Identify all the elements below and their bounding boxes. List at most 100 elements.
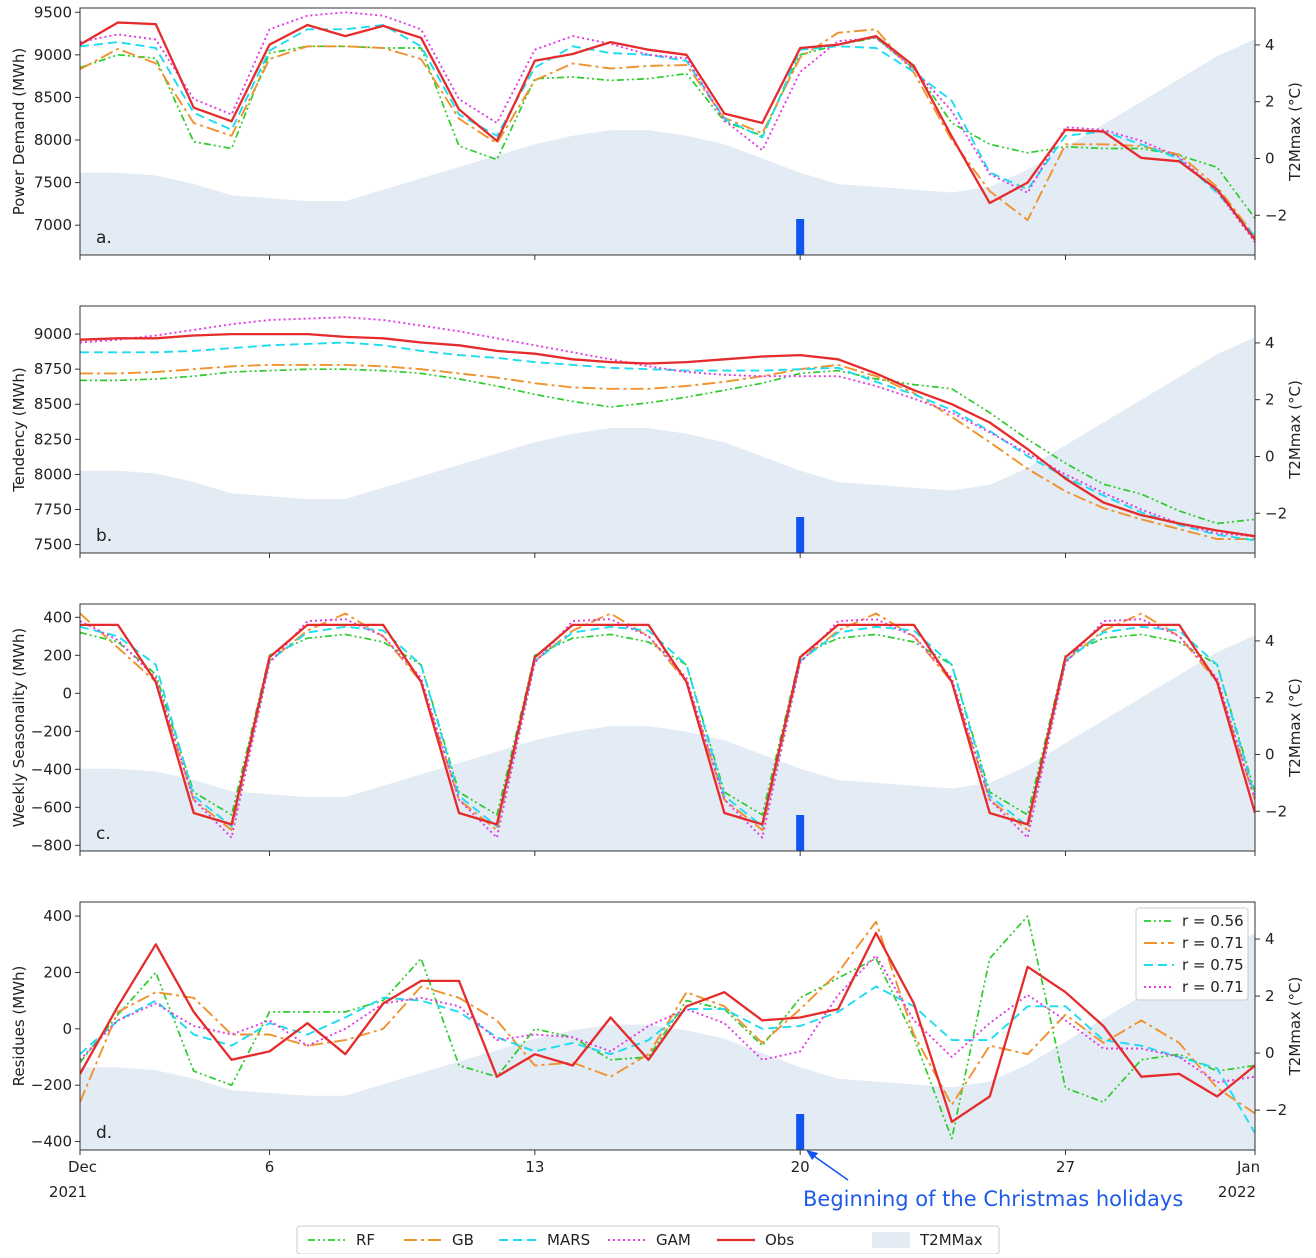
holiday-marker	[796, 1114, 805, 1150]
y-tick-label: −400	[31, 1133, 72, 1151]
holiday-marker	[796, 517, 805, 553]
series-rf-line	[80, 368, 1255, 525]
y-tick-label: −800	[31, 836, 72, 854]
x-tick-label: Jan	[1236, 1158, 1260, 1176]
series-legend: RF GB MARS GAM Obs T2MMax	[296, 1225, 1000, 1255]
y-tick-label: 9500	[34, 3, 72, 21]
holiday-marker	[796, 815, 805, 851]
y2-tick-label: −2	[1265, 206, 1287, 224]
panel-4: −400 −200 0 200 400 −2 0 2 4 d. Residues (MWh) T2Mm…	[10, 901, 1304, 1155]
y-tick-label: 8000	[34, 131, 72, 149]
series-gb-line	[80, 363, 1255, 540]
series-legend-label: MARS	[547, 1231, 590, 1249]
series-mars-line	[80, 985, 1255, 1134]
panel-letter: d.	[96, 1123, 112, 1143]
series-legend-swatch	[872, 1232, 910, 1248]
y-tick-label: 9000	[34, 46, 72, 64]
panel-2: 7500 7750 8000 8250 8500 8750 9000 −2 0 2 4 b. Tende…	[10, 305, 1304, 558]
series-rf-line	[80, 915, 1255, 1140]
t2mmax-area	[80, 337, 1255, 553]
x-tick-label: 2022	[1218, 1183, 1256, 1201]
panel-1: 7000 7500 8000 8500 9000 9500 −2 0 2 4 a. Power Dem…	[10, 3, 1304, 260]
series-obs-line	[80, 332, 1255, 538]
panel-letter: b.	[96, 526, 112, 546]
correlation-legend-label: r = 0.71	[1182, 978, 1244, 996]
y2-tick-label: 0	[1265, 1044, 1275, 1062]
correlation-legend-label: r = 0.75	[1182, 956, 1244, 974]
x-tick-label: 27	[1056, 1158, 1075, 1176]
y2-tick-label: −2	[1265, 1101, 1287, 1119]
series-gam-line	[80, 316, 1255, 538]
series-obs-line	[80, 21, 1255, 241]
x-tick-label: Dec	[68, 1158, 97, 1176]
y-tick-label: −200	[31, 722, 72, 740]
series-obs-line	[80, 931, 1255, 1123]
y2-tick-label: 0	[1265, 745, 1275, 763]
y-tick-label: 200	[43, 963, 72, 981]
x-tick-label: 20	[791, 1158, 810, 1176]
y-tick-label: 8000	[34, 465, 72, 483]
y2-tick-label: 2	[1265, 987, 1275, 1005]
series-gb-line	[80, 920, 1255, 1115]
y2-axis-title: T2Mmax (°C)	[1286, 977, 1304, 1077]
y-tick-label: 7500	[34, 174, 72, 192]
y-axis-title: Weekly Seasonality (MWh)	[10, 628, 28, 827]
y2-tick-label: 4	[1265, 36, 1275, 54]
series-legend-label: T2MMax	[919, 1231, 983, 1249]
y-tick-label: −200	[31, 1076, 72, 1094]
annotation-text: Beginning of the Christmas holidays	[803, 1187, 1183, 1211]
correlation-legend-label: r = 0.71	[1182, 934, 1244, 952]
x-tick-label: 13	[525, 1158, 544, 1176]
y-tick-label: 8750	[34, 360, 72, 378]
y2-tick-label: 4	[1265, 632, 1275, 650]
y-tick-label: 7750	[34, 500, 72, 518]
series-legend-label: RF	[356, 1231, 375, 1249]
series-legend-label: GB	[452, 1231, 474, 1249]
y2-axis-title: T2Mmax (°C)	[1286, 380, 1304, 480]
y-tick-label: −400	[31, 760, 72, 778]
y-tick-label: 0	[62, 1020, 72, 1038]
y2-tick-label: 0	[1265, 149, 1275, 167]
annotation-arrowhead	[806, 1150, 819, 1160]
series-rf-line	[80, 36, 1255, 219]
y2-tick-label: 4	[1265, 334, 1275, 352]
y-tick-label: 400	[43, 608, 72, 626]
x-tick-label: 6	[265, 1158, 275, 1176]
y-tick-label: 9000	[34, 325, 72, 343]
y-tick-label: 8500	[34, 88, 72, 106]
axes-frame	[79, 603, 1256, 852]
series-mars-line	[80, 24, 1255, 237]
y2-tick-label: 2	[1265, 93, 1275, 111]
panel-letter: a.	[96, 228, 112, 248]
y2-tick-label: 4	[1265, 930, 1275, 948]
series-legend-label: Obs	[765, 1231, 794, 1249]
y2-axis-title: T2Mmax (°C)	[1286, 678, 1304, 778]
correlation-legend-label: r = 0.56	[1182, 912, 1244, 930]
panel-3: −800 −600 −400 −200 0 200 400 −2 0 2 4 c. Weekly Sea…	[10, 603, 1304, 856]
panel-letter: c.	[96, 824, 111, 844]
x-tick-label: 2021	[49, 1183, 87, 1201]
series-gam-line	[80, 618, 1255, 839]
y-tick-label: 8250	[34, 430, 72, 448]
t2mmax-area	[80, 933, 1255, 1150]
series-obs-line	[80, 623, 1255, 826]
y-axis-title: Residues (MWh)	[10, 966, 28, 1087]
t2mmax-area	[80, 635, 1255, 851]
y2-tick-label: −2	[1265, 504, 1287, 522]
axes-frame	[79, 7, 1256, 256]
y2-tick-label: −2	[1265, 802, 1287, 820]
y2-tick-label: 2	[1265, 689, 1275, 707]
y-tick-label: 7500	[34, 536, 72, 554]
correlation-legend: r = 0.56 r = 0.71 r = 0.75 r = 0.71	[1135, 907, 1249, 1001]
y-axis-title: Power Demand (MWh)	[10, 48, 28, 215]
axes-frame	[79, 305, 1256, 554]
axes-frame	[79, 901, 1256, 1151]
series-mars-line	[80, 341, 1255, 542]
t2mmax-area	[80, 39, 1255, 255]
y2-axis-title: T2Mmax (°C)	[1286, 82, 1304, 182]
series-gb-line	[80, 28, 1255, 237]
holiday-marker	[796, 219, 805, 255]
y-tick-label: 7000	[34, 216, 72, 234]
